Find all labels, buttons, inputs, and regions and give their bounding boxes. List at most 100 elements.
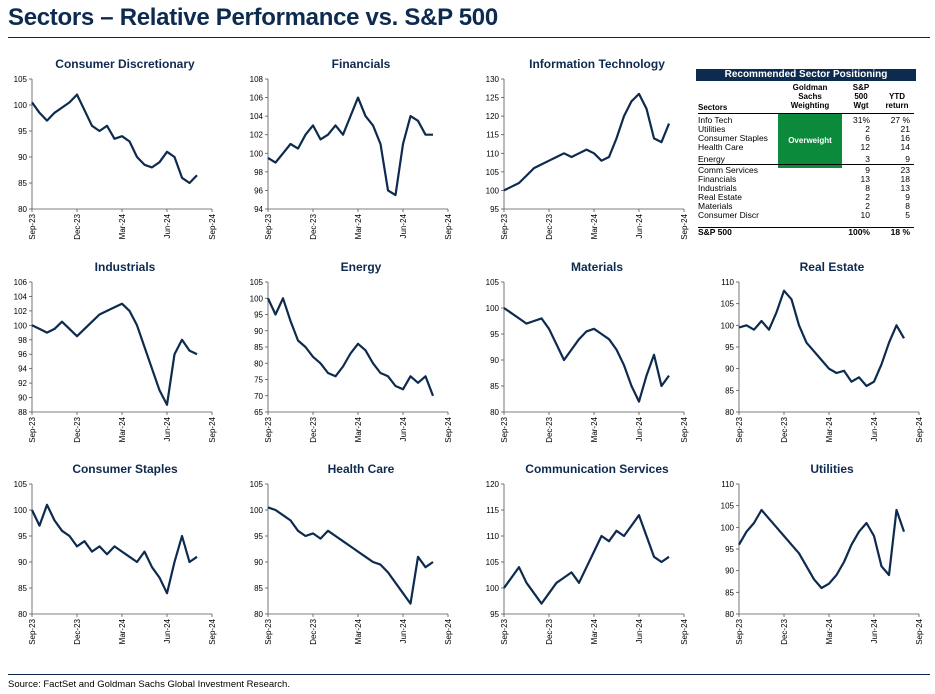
x-tick-label: Jun-24	[870, 416, 879, 441]
sector-name: Consumer Staples	[698, 133, 768, 143]
table-row: Info Tech 31% 27 %	[698, 116, 914, 125]
ytd-return: 8	[905, 201, 910, 211]
chart-panel: Consumer Staples 80 85 90 95 100 105 Sep-23 Dec-…	[14, 457, 230, 652]
series-line	[503, 92, 671, 192]
x-tick-label: Dec-23	[73, 416, 82, 442]
y-tick-label: 85	[490, 382, 499, 391]
chart-panel: Materials 80 85 90 95 100 105 Sep-23 Dec-23 Mar-2…	[486, 255, 702, 450]
y-tick-label: 95	[18, 532, 27, 541]
axis-line	[267, 282, 448, 413]
x-tick-label: Sep-24	[208, 416, 217, 442]
x-tick-label: Mar-24	[590, 618, 599, 644]
x-tick-label: Mar-24	[118, 416, 127, 442]
y-tick-label: 95	[18, 127, 27, 136]
series-line	[31, 93, 198, 185]
x-tick-label: Sep-24	[444, 416, 453, 442]
x-tick-label: Sep-23	[264, 416, 273, 442]
y-tick-label: 106	[250, 94, 264, 103]
ytd-return: 16	[900, 133, 910, 143]
y-tick-label: 105	[721, 300, 735, 309]
x-tick-label: Jun-24	[163, 618, 172, 643]
axis-line	[503, 484, 684, 615]
y-tick-label: 108	[250, 75, 264, 84]
x-tick-label: Jun-24	[399, 618, 408, 643]
y-tick-label: 80	[725, 408, 734, 417]
y-tick-label: 106	[14, 278, 28, 287]
y-tick-label: 100	[721, 523, 735, 532]
series-line	[267, 297, 435, 397]
y-tick-label: 105	[486, 168, 500, 177]
y-tick-label: 110	[721, 480, 734, 489]
page-title: Sectors – Relative Performance vs. S&P 5…	[8, 4, 498, 31]
sp500-weight: 6	[865, 133, 870, 143]
y-tick-label: 80	[18, 205, 27, 214]
x-tick-label: Sep-23	[500, 416, 509, 442]
x-tick-label: Dec-23	[309, 618, 318, 644]
y-tick-label: 105	[486, 558, 500, 567]
x-tick-label: Mar-24	[354, 213, 363, 239]
ytd-return: 9	[905, 154, 910, 164]
x-tick-label: Dec-23	[545, 416, 554, 442]
col-ytd-header: YTD return	[885, 92, 909, 110]
table-row: Consumer Staples 6 16	[698, 134, 914, 143]
x-tick-label: Sep-23	[735, 416, 744, 442]
series-line	[31, 302, 198, 406]
x-tick-label: Jun-24	[870, 618, 879, 643]
x-tick-label: Sep-23	[735, 618, 744, 644]
sector-name: Utilities	[698, 124, 726, 134]
y-tick-label: 115	[486, 506, 499, 515]
y-tick-label: 115	[486, 131, 499, 140]
header-divider	[698, 113, 914, 114]
y-tick-label: 105	[486, 278, 500, 287]
source-note: Source: FactSet and Goldman Sachs Global…	[8, 679, 290, 690]
y-tick-label: 90	[18, 558, 27, 567]
sector-positioning-table: Recommended Sector Positioning Goldman S…	[694, 68, 918, 240]
chart-panel: Industrials 88 90 92 94 96 98 100 102 104 106 Sep-2…	[14, 255, 230, 450]
chart-title: Consumer Staples	[72, 462, 178, 476]
ytd-return: 18	[900, 174, 910, 184]
x-tick-label: Mar-24	[354, 416, 363, 442]
col-wgt-header: S&P 500 Wgt	[852, 83, 870, 110]
x-tick-label: Mar-24	[590, 213, 599, 239]
chart-title: Materials	[570, 260, 624, 274]
overweight-divider	[698, 164, 914, 165]
y-tick-label: 80	[490, 408, 499, 417]
chart-title: Real Estate	[799, 260, 865, 274]
ytd-return: 14	[900, 142, 910, 152]
y-tick-label: 130	[486, 75, 500, 84]
x-tick-label: Dec-23	[309, 416, 318, 442]
y-tick-label: 100	[250, 506, 264, 515]
x-tick-label: Sep-23	[28, 618, 37, 644]
y-tick-label: 92	[18, 379, 27, 388]
y-tick-label: 100	[486, 304, 500, 313]
table-row: Industrials 8 13	[698, 184, 914, 193]
y-tick-label: 95	[725, 545, 734, 554]
chart-title: Communication Services	[525, 462, 669, 476]
chart-panel: Communication Services 95 100 105 110 115 120 S…	[486, 457, 702, 652]
x-tick-label: Dec-23	[545, 618, 554, 644]
sector-name: Comm Services	[698, 165, 758, 175]
chart-panel: Real Estate 80 85 90 95 100 105 110 Sep-23 Dec-23…	[721, 255, 935, 450]
line-chart: 94 96 98 100 102 104 106 108 Sep-23 Dec-23 Mar-24 J…	[250, 75, 453, 240]
y-tick-label: 98	[18, 336, 27, 345]
x-tick-label: Sep-23	[28, 416, 37, 442]
y-tick-label: 85	[18, 179, 27, 188]
x-tick-label: Sep-24	[680, 618, 689, 644]
line-chart: 95 100 105 110 115 120 Sep-23 Dec-23 Mar-24 Jun-2…	[486, 480, 689, 645]
x-tick-label: Dec-23	[309, 213, 318, 239]
x-tick-label: Mar-24	[354, 618, 363, 644]
y-tick-label: 80	[254, 359, 263, 368]
x-tick-label: Dec-23	[73, 213, 82, 239]
y-tick-label: 100	[250, 294, 264, 303]
sector-name: Materials	[698, 201, 733, 211]
y-tick-label: 105	[721, 502, 735, 511]
sp500-weight: 2	[865, 124, 870, 134]
series-line	[31, 503, 198, 595]
series-line	[738, 289, 905, 388]
y-tick-label: 105	[14, 480, 28, 489]
x-tick-label: Jun-24	[399, 213, 408, 238]
col-weighting-header: Goldman Sachs Weighting	[790, 83, 830, 110]
y-tick-label: 104	[14, 292, 28, 301]
x-tick-label: Sep-23	[500, 213, 509, 239]
sp500-weight: 9	[865, 165, 870, 175]
